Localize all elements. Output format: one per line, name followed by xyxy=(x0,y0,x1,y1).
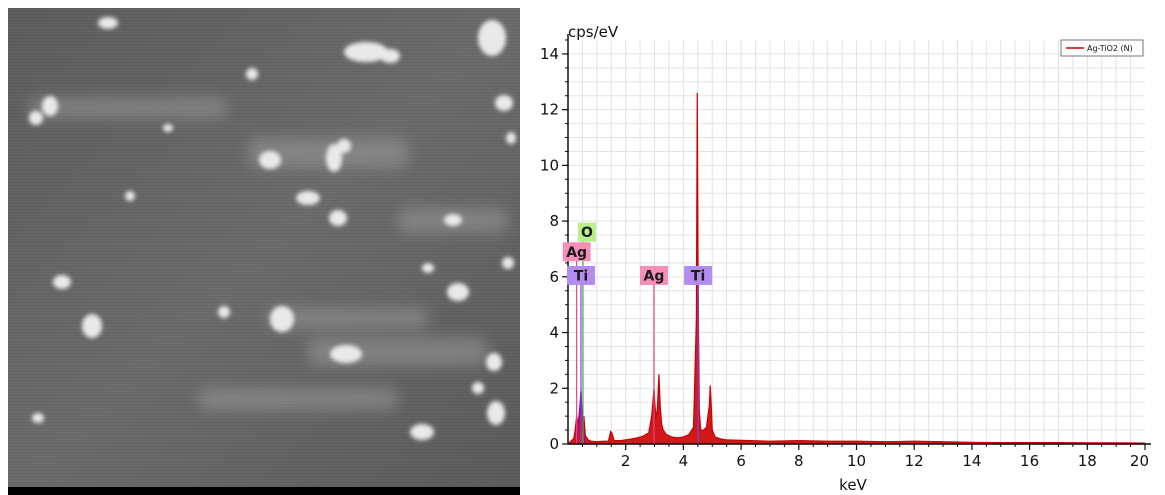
peak-label-ag: Ag xyxy=(644,268,665,284)
axes: 0 2 4 6 8 10 12 14 2 4 6 8 10 12 14 16 18 20 xyxy=(540,34,1151,470)
x-tick-label: 16 xyxy=(1020,452,1039,470)
x-tick-label: 4 xyxy=(679,452,689,470)
grid xyxy=(568,40,1145,444)
y-tick-label: 10 xyxy=(540,156,559,174)
y-axis-title: cps/eV xyxy=(568,23,619,41)
y-tick-label: 0 xyxy=(549,435,559,453)
legend-box xyxy=(1060,39,1144,57)
peak-label-ti: Ti xyxy=(574,268,588,284)
eds-spectrum-svg: 0 2 4 6 8 10 12 14 2 4 6 8 10 12 14 16 18 20 cps/eV keV O… xyxy=(540,23,1151,494)
sem-micrograph xyxy=(8,8,520,495)
peak-labels: O Ag Ti Ag Ti xyxy=(562,222,713,285)
y-tick-label: 12 xyxy=(540,101,559,119)
eds-spectrum-chart: 0 2 4 6 8 10 12 14 2 4 6 8 10 12 14 16 18 20 cps/eV keV O… xyxy=(528,0,1165,495)
peak-label-ag: Ag xyxy=(566,245,587,261)
peak-label-box-o xyxy=(578,222,597,242)
x-tick-label: 14 xyxy=(962,452,981,470)
x-axis-title: keV xyxy=(839,476,867,494)
peak-label-ti: Ti xyxy=(691,268,705,284)
x-tick-label: 6 xyxy=(736,452,746,470)
x-tick-label: 2 xyxy=(621,452,631,470)
peak-label-box-ti xyxy=(684,265,713,285)
legend: Ag-TiO2 (N) xyxy=(1060,39,1144,57)
y-tick-label: 14 xyxy=(540,45,559,63)
peak-label-box-ag xyxy=(639,265,668,285)
y-tick-label: 2 xyxy=(549,379,559,397)
peak-label-o: O xyxy=(581,225,593,241)
x-tick-label: 10 xyxy=(847,452,866,470)
y-tick-label: 4 xyxy=(549,324,559,342)
x-tick-label: 20 xyxy=(1130,452,1149,470)
series-0 xyxy=(566,92,1146,445)
y-tick-label: 8 xyxy=(549,212,559,230)
y-tick-label: 6 xyxy=(549,268,559,286)
x-tick-label: 12 xyxy=(905,452,924,470)
peak-label-box-ti xyxy=(566,265,595,285)
x-tick-label: 18 xyxy=(1078,452,1097,470)
peak-label-box-ag xyxy=(562,242,591,262)
x-tick-label: 8 xyxy=(794,452,804,470)
legend-label: Ag-TiO2 (N) xyxy=(1087,44,1133,53)
sem-image xyxy=(8,8,520,495)
